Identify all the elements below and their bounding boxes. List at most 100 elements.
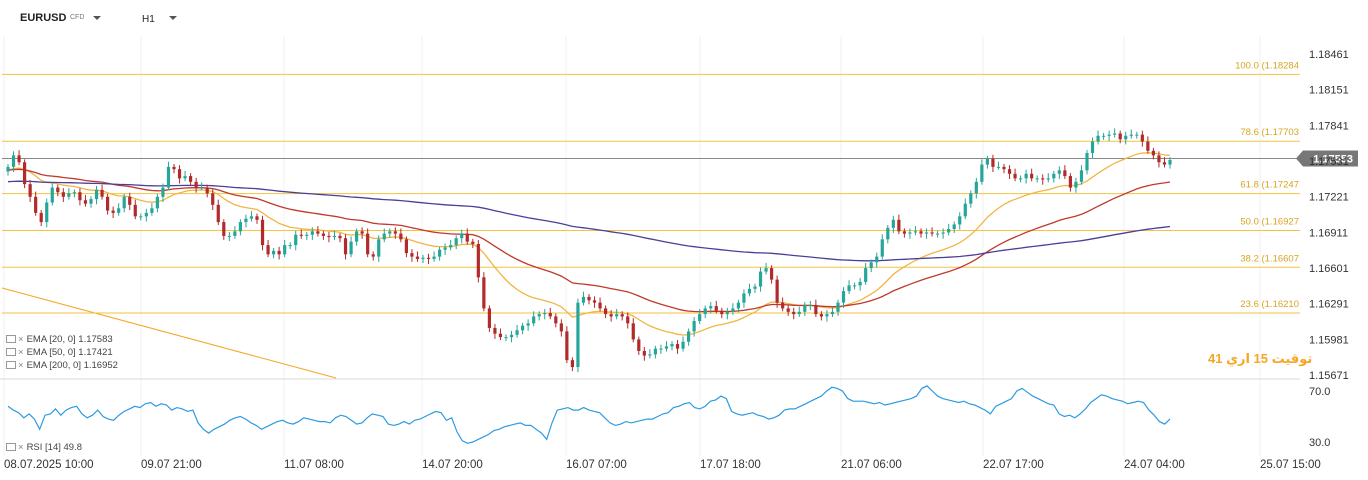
candle-body: [61, 192, 65, 197]
candle-body: [515, 330, 519, 335]
close-icon[interactable]: ×: [18, 442, 24, 453]
candle-body: [194, 181, 198, 188]
candle-body: [150, 208, 154, 213]
candle-body: [6, 166, 10, 172]
candle-body: [642, 350, 646, 356]
candle-body: [698, 314, 702, 322]
candle-body: [941, 232, 945, 234]
candle-body: [620, 314, 624, 317]
fib-level-label: 61.8 (1.17247: [1240, 180, 1299, 191]
fib-level-label: 23.6 (1.16210: [1240, 299, 1299, 310]
symbol-selector[interactable]: EURUSD: [20, 12, 67, 24]
ema-line-0: [7, 152, 1171, 336]
candle-body: [1013, 173, 1017, 179]
candle-body: [592, 300, 597, 303]
price-tick-label: 1.16601: [1309, 263, 1349, 275]
rsi-legend-label: RSI [14] 49.8: [26, 442, 83, 453]
settings-icon[interactable]: [6, 361, 16, 370]
candle-body: [742, 293, 746, 303]
candle-body: [615, 314, 619, 317]
candle-body: [410, 253, 414, 257]
price-tick-label: 1.17221: [1309, 192, 1349, 204]
candle-body: [1151, 150, 1155, 156]
candle-body: [532, 316, 536, 324]
chart-toolbar: EURUSD CFD H1: [0, 0, 1368, 36]
close-icon[interactable]: ×: [18, 334, 24, 345]
candle-body: [565, 331, 569, 361]
ema20-legend-label: EMA [20, 0] 1.17583: [26, 334, 113, 345]
candle-body: [869, 262, 873, 269]
candle-body: [260, 219, 265, 246]
rsi-legend[interactable]: × RSI [14] 49.8: [6, 442, 82, 453]
candle-body: [1124, 135, 1128, 140]
candle-body: [764, 268, 768, 272]
candle-body: [471, 241, 475, 244]
close-icon[interactable]: ×: [18, 360, 24, 371]
candle-body: [559, 323, 563, 332]
candle-body: [753, 286, 757, 289]
candle-body: [1146, 141, 1150, 151]
candle-body: [111, 210, 115, 213]
candle-body: [775, 279, 779, 303]
rsi-line: [7, 385, 1171, 444]
candle-body: [1046, 178, 1050, 180]
candle-body: [139, 216, 143, 218]
candle-body: [1007, 169, 1012, 174]
candle-body: [969, 193, 973, 204]
settings-icon[interactable]: [6, 335, 16, 344]
candle-body: [847, 285, 851, 292]
ema20-legend[interactable]: × EMA [20, 0] 1.17583: [6, 334, 113, 345]
candle-body: [39, 212, 43, 223]
candle-body: [864, 268, 868, 282]
candle-body: [498, 333, 503, 338]
candle-body: [902, 231, 906, 234]
time-tick-label: 25.07 15:00: [1260, 459, 1321, 471]
candle-body: [305, 234, 309, 236]
candle-body: [332, 235, 337, 238]
symbol-dropdown-icon[interactable]: [93, 16, 101, 20]
candle-body: [880, 239, 884, 257]
ema50-legend[interactable]: × EMA [50, 0] 1.17421: [6, 347, 113, 358]
candle-body: [106, 196, 110, 211]
time-tick-label: 14.07 20:00: [422, 459, 483, 471]
candle-body: [360, 231, 364, 234]
candle-body: [703, 308, 707, 315]
candle-body: [487, 308, 491, 328]
candle-body: [56, 187, 60, 193]
candle-body: [897, 219, 901, 232]
candle-body: [543, 312, 547, 315]
close-icon[interactable]: ×: [18, 347, 24, 358]
price-tick-label: 1.15671: [1309, 370, 1349, 382]
candle-body: [415, 256, 420, 259]
timeframe-selector[interactable]: H1: [142, 14, 155, 25]
candle-body: [648, 354, 652, 356]
candle-body: [249, 216, 254, 219]
settings-icon[interactable]: [6, 443, 16, 452]
rsi-tick-label: 30.0: [1309, 437, 1330, 449]
candle-body: [537, 314, 541, 317]
candle-body: [266, 245, 270, 255]
price-tick-label: 1.15981: [1309, 334, 1349, 346]
price-tick-label: 1.18461: [1309, 49, 1349, 61]
ema200-legend[interactable]: × EMA [200, 0] 1.16952: [6, 360, 118, 371]
current-price-tag: [1296, 150, 1358, 167]
candle-body: [631, 323, 635, 340]
candle-body: [1068, 176, 1072, 188]
candle-body: [233, 231, 237, 236]
candle-body: [758, 271, 763, 287]
candle-body: [443, 247, 447, 250]
candle-body: [67, 193, 71, 197]
candle-body: [814, 304, 818, 315]
candle-body: [216, 204, 220, 223]
rsi-tick-label: 70.0: [1309, 386, 1330, 398]
candle-body: [493, 327, 497, 334]
candle-body: [509, 334, 514, 338]
candle-body: [382, 233, 386, 240]
timeframe-dropdown-icon[interactable]: [169, 16, 177, 20]
candle-body: [310, 231, 314, 235]
candle-body: [609, 314, 613, 317]
candle-body: [1024, 173, 1028, 179]
time-tick-label: 16.07 07:00: [566, 459, 627, 471]
settings-icon[interactable]: [6, 348, 16, 357]
